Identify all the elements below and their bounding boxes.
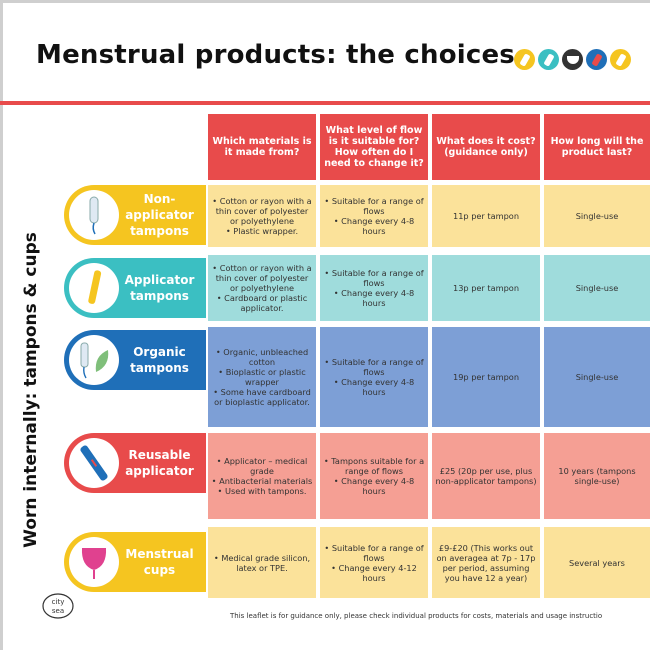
organic-tampon-icon	[69, 335, 119, 385]
applicator-tampon-icon	[538, 49, 559, 70]
lifetime-cell: 10 years (tampons single-use)	[544, 433, 650, 519]
title-icon-row	[514, 49, 631, 70]
cost-cell: 19p per tampon	[432, 327, 540, 427]
page-title: Menstrual products: the choices	[36, 40, 515, 70]
materials-item: • Cotton or rayon with a thin cover of p…	[212, 196, 312, 226]
materials-item: • Used with tampons.	[217, 486, 307, 496]
materials-item: • Applicator – medical grade	[216, 456, 308, 476]
materials-item: • Medical grade silicon, latex or TPE.	[213, 552, 311, 573]
row-label-text: Non-applicator tampons	[125, 192, 194, 238]
period-pants-icon	[562, 49, 583, 70]
header-flow: What level of flow is it suitable for? H…	[320, 114, 428, 180]
flow-item: • Change every 4-8 hours	[333, 216, 415, 236]
tampon-icon	[69, 190, 119, 240]
cost-cell: 13p per tampon	[432, 255, 540, 321]
flow-cell: • Suitable for a range of flows • Change …	[320, 255, 428, 321]
footer-disclaimer: This leaflet is for guidance only, pleas…	[230, 612, 603, 620]
lifetime-cell: Single-use	[544, 255, 650, 321]
row-label-organic: Organic tampons	[64, 330, 206, 390]
row-label-text: Applicator tampons	[124, 273, 195, 303]
flow-item: • Change every 4-8 hours	[333, 476, 415, 496]
flow-item: • Tampons suitable for a range of flows	[323, 456, 425, 476]
materials-cell: • Medical grade silicon, latex or TPE.	[208, 527, 316, 598]
cost-cell: 11p per tampon	[432, 185, 540, 247]
lifetime-cell: Several years	[544, 527, 650, 598]
cost-cell: £25 (20p per use, plus non-applicator ta…	[432, 433, 540, 519]
row-label-menstrual-cups: Menstrual cups	[64, 532, 206, 592]
flow-cell: • Suitable for a range of flows • Change …	[320, 527, 428, 598]
row-label-applicator: Applicator tampons	[64, 258, 206, 318]
lifetime-cell: Single-use	[544, 185, 650, 247]
flow-item: • Change every 4-12 hours	[331, 562, 417, 583]
materials-cell: • Cotton or rayon with a thin cover of p…	[208, 185, 316, 247]
flow-item: • Suitable for a range of flows	[324, 268, 424, 288]
reusable-applicator-icon	[69, 438, 119, 488]
materials-item: • Antibacterial materials	[211, 476, 313, 486]
flow-cell: • Suitable for a range of flows • Change …	[320, 327, 428, 427]
materials-item: • Cardboard or plastic applicator.	[216, 293, 308, 313]
header-lifetime: How long will the product last?	[544, 114, 650, 180]
pad-icon	[610, 49, 631, 70]
row-label-non-applicator: Non-applicator tampons	[64, 185, 206, 245]
side-label: Worn internally: tampons & cups	[21, 232, 41, 548]
materials-cell: • Cotton or rayon with a thin cover of p…	[208, 255, 316, 321]
lifetime-cell: Single-use	[544, 327, 650, 427]
materials-item: • Cotton or rayon with a thin cover of p…	[212, 263, 312, 293]
city-sea-logo: city sea	[41, 592, 75, 620]
materials-cell: • Applicator – medical grade • Antibacter…	[208, 433, 316, 519]
tampon-icon	[514, 49, 535, 70]
materials-item: • Plastic wrapper.	[225, 226, 299, 236]
svg-text:city: city	[52, 598, 65, 606]
row-label-text: Reusable applicator	[125, 448, 194, 478]
flow-item: • Change every 4-8 hours	[333, 288, 415, 308]
menstrual-cup-icon	[69, 537, 119, 587]
flow-item: • Suitable for a range of flows	[324, 196, 424, 216]
materials-item: • Bioplastic or plastic wrapper	[218, 367, 306, 387]
row-label-reusable-applicator: Reusable applicator	[64, 433, 206, 493]
reusable-pad-icon	[586, 49, 607, 70]
flow-cell: • Tampons suitable for a range of flows •…	[320, 433, 428, 519]
materials-item: • Organic, unbleached cotton	[215, 347, 309, 367]
flow-cell: • Suitable for a range of flows • Change …	[320, 185, 428, 247]
applicator-tampon-icon	[69, 263, 119, 313]
row-label-text: Menstrual cups	[125, 547, 194, 577]
flow-item: • Suitable for a range of flows	[324, 357, 424, 377]
svg-text:sea: sea	[52, 607, 64, 615]
row-label-text: Organic tampons	[130, 345, 189, 375]
flow-item: • Change every 4-8 hours	[333, 377, 415, 397]
cost-cell: £9-£20 (This works out on averagea at 7p…	[432, 527, 540, 598]
header-materials: Which materials is it made from?	[208, 114, 316, 180]
flow-item: • Suitable for a range of flows	[324, 542, 424, 563]
title-underline	[0, 101, 650, 105]
header-cost: What does it cost? (guidance only)	[432, 114, 540, 180]
materials-cell: • Organic, unbleached cotton • Bioplastic…	[208, 327, 316, 427]
materials-item: • Some have cardboard or bioplastic appl…	[213, 387, 311, 407]
